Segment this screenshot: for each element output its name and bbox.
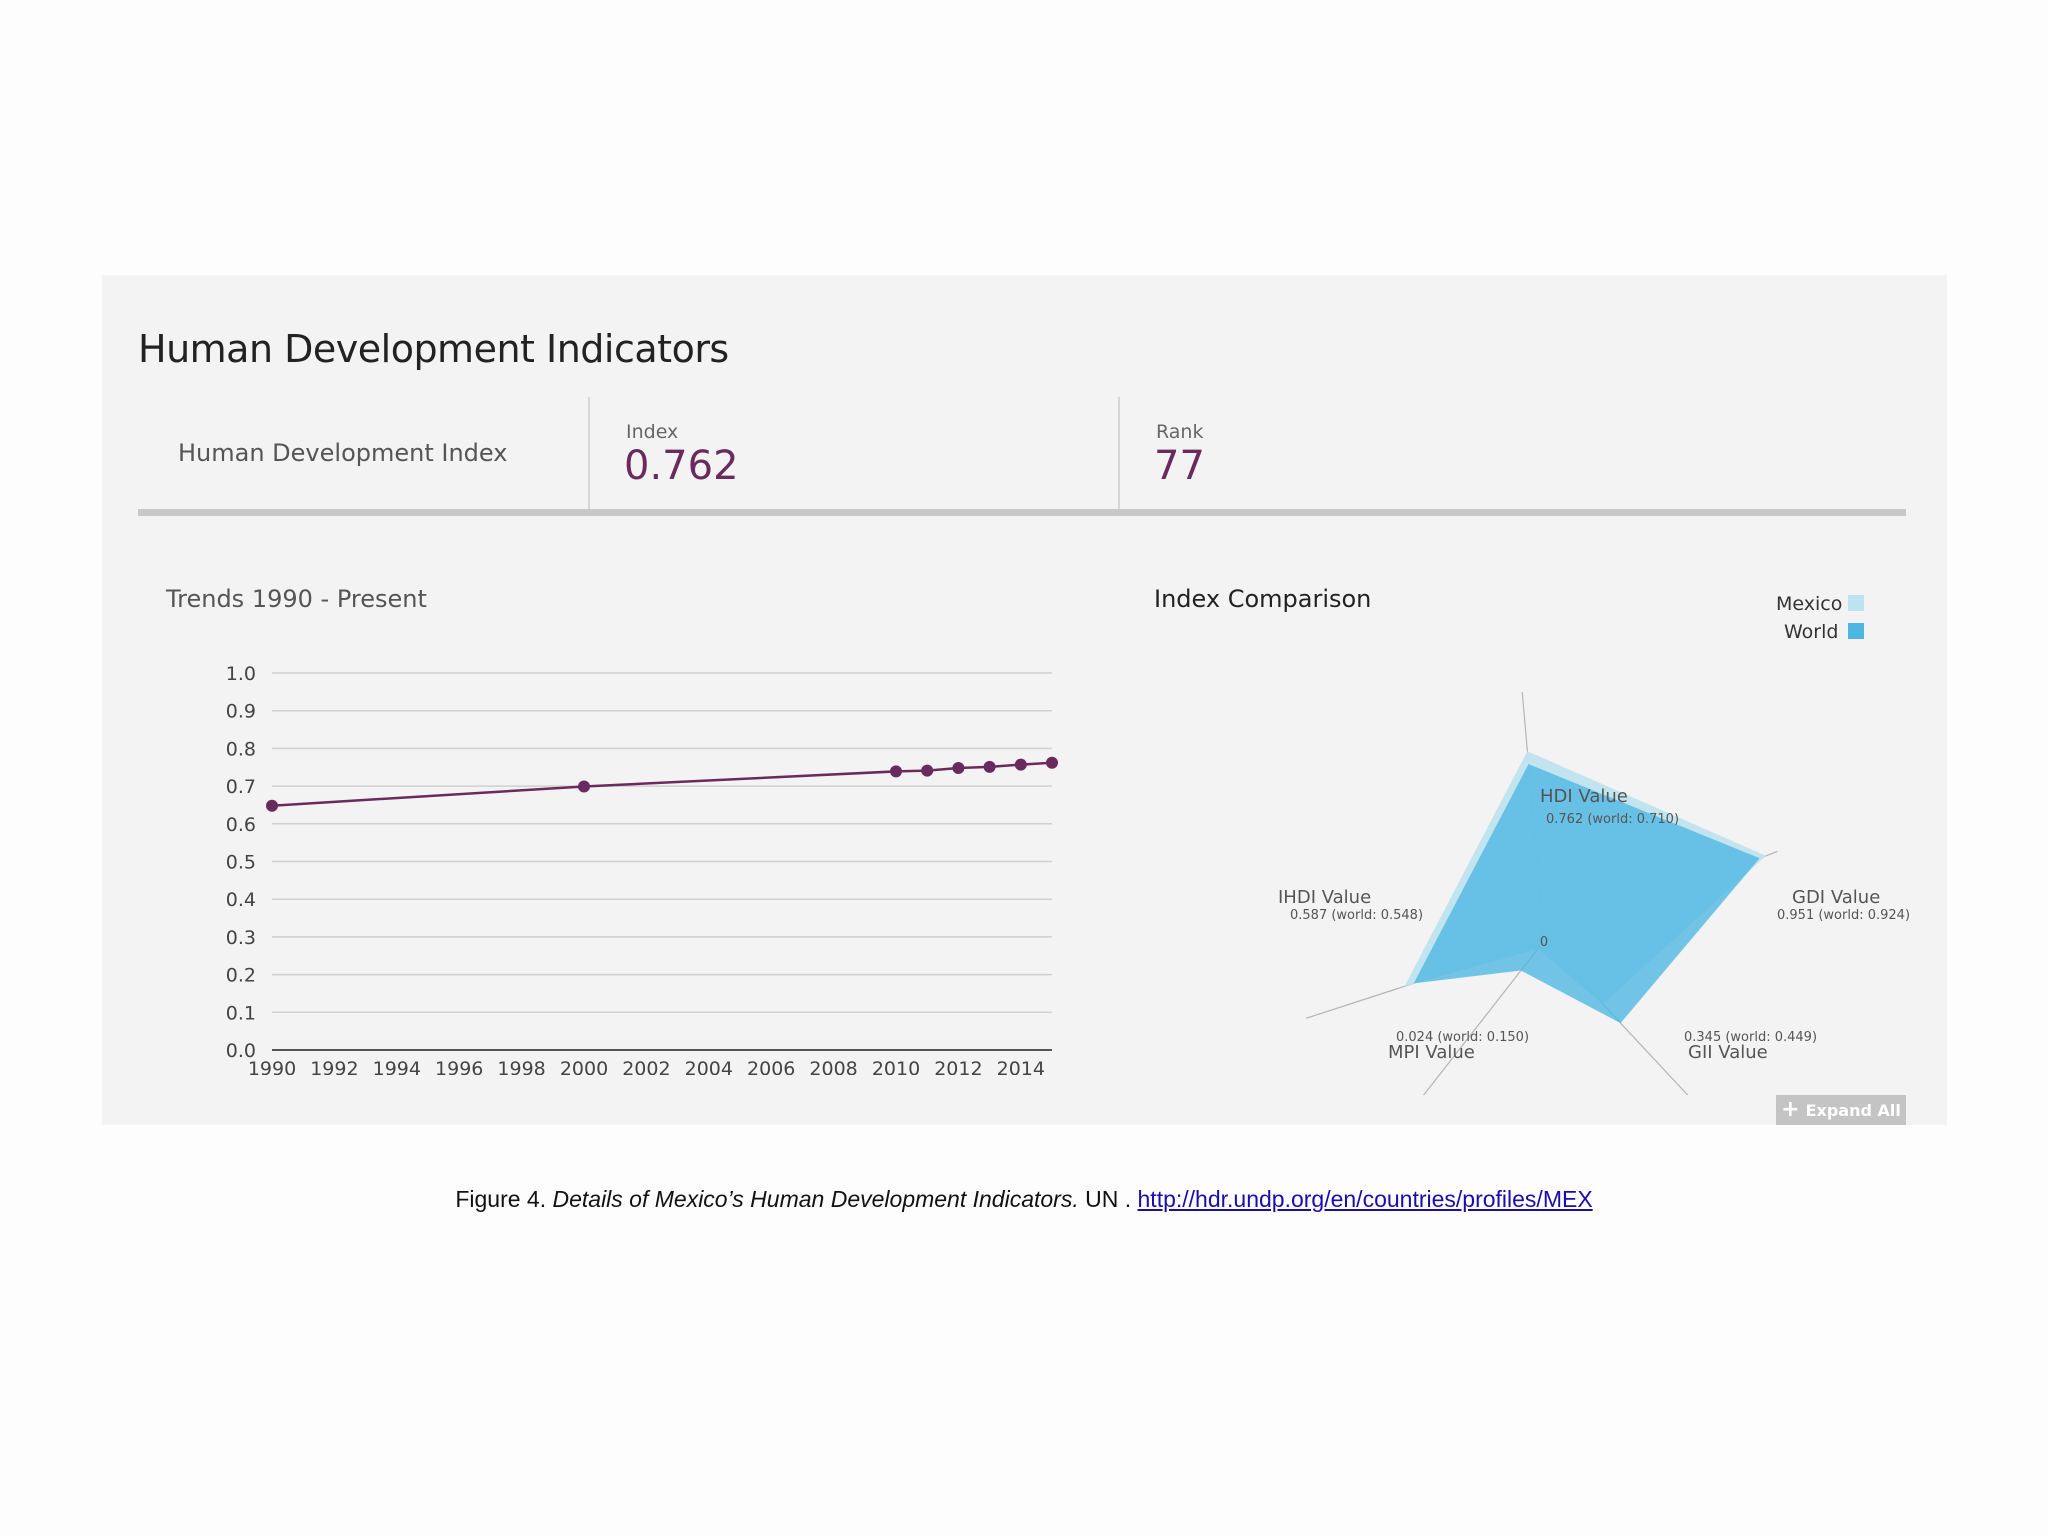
x-tick-label: 1990: [248, 1058, 296, 1075]
divider: [1118, 397, 1120, 509]
radar-axis-value: 0.587 (world: 0.548): [1290, 908, 1423, 923]
x-tick-label: 2010: [872, 1058, 920, 1075]
radar-axis-name: MPI Value: [1388, 1042, 1475, 1063]
expand-all-button[interactable]: + Expand All: [1776, 1095, 1906, 1125]
data-point: [1046, 756, 1058, 769]
y-tick-label: 0.8: [226, 738, 256, 760]
radar-axis: [1422, 940, 1545, 1095]
y-tick-label: 0.3: [226, 927, 256, 949]
legend-swatch-mexico: [1848, 595, 1864, 611]
y-tick-label: 1.0: [226, 663, 256, 685]
rank-value: 77: [1154, 443, 1205, 489]
y-tick-label: 0.6: [226, 814, 256, 836]
y-tick-label: 0.5: [226, 852, 256, 874]
expand-all-label: Expand All: [1805, 1100, 1901, 1120]
data-point: [578, 780, 590, 793]
y-tick-label: 0.4: [226, 889, 256, 911]
series-line: [271, 761, 1053, 807]
world-area: [1413, 764, 1760, 1024]
radar-axis-value: 0.024 (world: 0.150): [1396, 1030, 1529, 1045]
radar-center-label: 0: [1540, 935, 1548, 950]
radar-axis-name: IHDI Value: [1278, 887, 1371, 908]
index-label: Index: [626, 421, 679, 443]
x-tick-label: 1994: [373, 1058, 421, 1075]
x-tick-label: 2002: [622, 1058, 670, 1075]
x-tick-label: 2014: [997, 1058, 1045, 1075]
caption-link[interactable]: http://hdr.undp.org/en/countries/profile…: [1137, 1186, 1593, 1212]
data-point: [1014, 758, 1027, 771]
y-tick-label: 0.0: [226, 1040, 256, 1062]
divider: [588, 397, 590, 509]
caption-source: UN .: [1078, 1186, 1138, 1212]
data-point: [890, 765, 902, 778]
figure-caption: Figure 4. Details of Mexico’s Human Deve…: [0, 1186, 2048, 1213]
caption-title: Details of Mexico’s Human Development In…: [552, 1186, 1079, 1212]
radar-axis-value: 0.762 (world: 0.710): [1546, 812, 1679, 827]
y-tick-label: 0.9: [226, 701, 256, 723]
legend-label-world: World: [1784, 621, 1839, 643]
y-tick-label: 0.1: [226, 1002, 256, 1024]
x-tick-label: 1998: [497, 1058, 545, 1075]
x-tick-label: 2000: [560, 1058, 608, 1075]
radar-axis-name: HDI Value: [1540, 786, 1628, 807]
x-tick-label: 1996: [435, 1058, 483, 1075]
data-point: [983, 760, 996, 773]
data-point: [921, 764, 934, 777]
radar-axis-value: 0.345 (world: 0.449): [1684, 1030, 1817, 1045]
index-name: Human Development Index: [178, 439, 508, 467]
radar-chart-title: Index Comparison: [1154, 585, 1372, 613]
radar-axis-value: 0.951 (world: 0.924): [1777, 908, 1910, 923]
legend-label-mexico: Mexico: [1776, 593, 1843, 615]
x-tick-label: 2004: [685, 1058, 733, 1075]
hdi-summary-bar: Human Development Index Index 0.762 Rank…: [138, 397, 1906, 516]
x-tick-label: 2012: [934, 1058, 982, 1075]
x-tick-label: 2008: [809, 1058, 857, 1075]
legend-swatch-world: [1848, 623, 1864, 639]
caption-prefix: Figure 4.: [455, 1186, 553, 1212]
y-tick-label: 0.7: [226, 776, 256, 798]
radar-axis-name: GDI Value: [1792, 887, 1880, 908]
index-value: 0.762: [624, 443, 739, 489]
x-tick-label: 1992: [310, 1058, 358, 1075]
radar-axis-name: GII Value: [1688, 1042, 1768, 1063]
data-point: [266, 799, 278, 812]
y-tick-label: 0.2: [226, 965, 256, 987]
hdi-panel: Human Development Indicators Human Devel…: [102, 275, 1947, 1125]
data-point: [952, 762, 965, 775]
page-title: Human Development Indicators: [138, 327, 729, 371]
rank-label: Rank: [1156, 421, 1204, 443]
x-tick-label: 2006: [747, 1058, 795, 1075]
plus-icon: +: [1781, 1097, 1800, 1122]
trend-chart-title: Trends 1990 - Present: [166, 585, 427, 613]
